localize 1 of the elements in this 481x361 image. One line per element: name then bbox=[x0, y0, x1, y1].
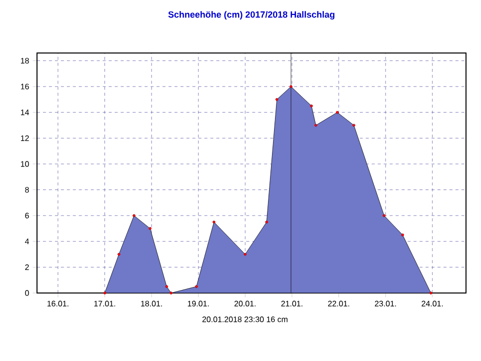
chart-title: Schneehöhe (cm) 2017/2018 Hallschlag bbox=[168, 11, 334, 20]
